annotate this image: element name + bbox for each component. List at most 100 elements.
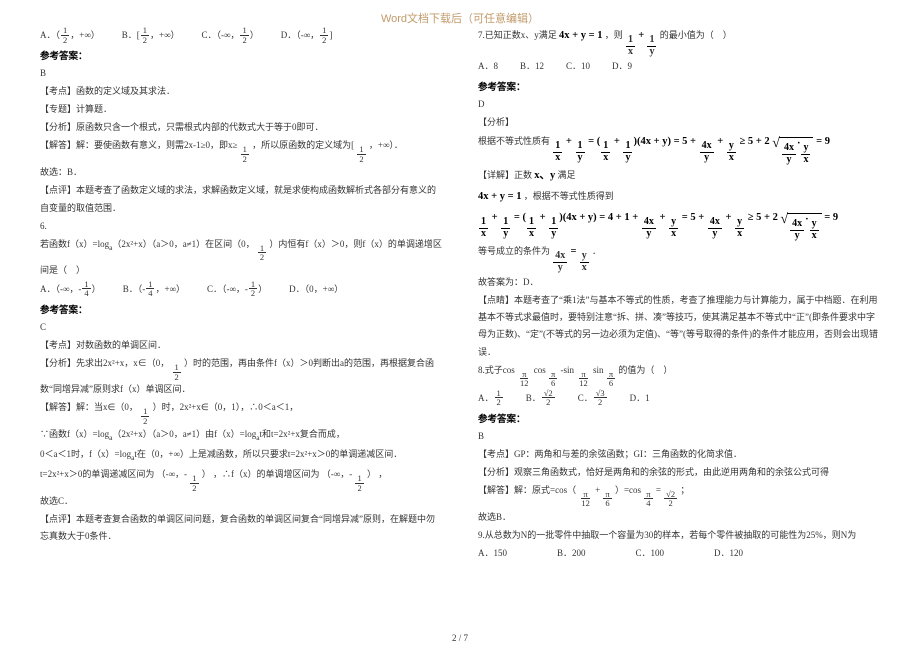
text: x、y	[534, 170, 555, 181]
q6-stem: 若函数f（x）=loga（2x²+x）（a＞0，a≠1）在区间（0， 12 ）内…	[40, 236, 442, 279]
fraction: √22	[542, 389, 555, 407]
q7-guxuan: 故答案为：D．	[478, 274, 880, 291]
fraction: yx	[580, 251, 589, 273]
text: 【解答】解：原式=cos（	[478, 485, 576, 495]
fraction: √32	[594, 389, 607, 407]
fraction: 12	[141, 407, 149, 425]
text: ）时，2x²+x∈（0，1），∴0＜a＜1，	[153, 402, 299, 412]
fraction: 12	[61, 26, 69, 44]
text: ）=cos	[615, 485, 641, 495]
fraction: π12	[579, 490, 592, 508]
q5-kaodian: 【考点】函数的定义域及其求法．	[40, 83, 442, 100]
fraction: π12	[518, 370, 531, 388]
text: 【解答】解：要使函数有意义，则需2x-1≥0，即x≥	[40, 140, 237, 150]
q7-equality-cond: 等号成立的条件为 4xy = yx ．	[478, 242, 880, 273]
fraction: 12	[258, 244, 266, 262]
q7-options: A．8 B．12 C．10 D．9	[478, 58, 880, 75]
fraction: 12	[249, 280, 257, 298]
q7-opt-c: C．10	[566, 58, 590, 75]
answer-label: 参考答案：	[478, 79, 880, 93]
text: C．（-∞，-	[207, 281, 248, 298]
text: 0＜a＜1时，f（x）=log	[40, 449, 131, 459]
q9-opt-b: B．200	[557, 545, 586, 562]
text: ]	[329, 27, 332, 44]
text: 若函数f（x）=log	[40, 239, 109, 249]
text: 【解答】解：当x∈（0，	[40, 402, 138, 412]
q7-fenxi-label: 【分析】	[478, 114, 880, 131]
fraction: π6	[549, 370, 557, 388]
q8-jieda: 【解答】解：原式=cos（ π12 + π6 ）=cos π4 = √22 ；	[478, 482, 880, 508]
text: （-∞，-	[322, 469, 352, 479]
left-column: A．（ 12 ，+∞） B．[ 12 ，+∞） C．（-∞， 12 ） D．（-…	[30, 26, 460, 564]
text: t在（0，+∞）上是减函数，所以只要求t=2x²+x＞0的单调递减区间．	[134, 449, 402, 459]
text: 【分析】先求出2x²+x，x∈（0，	[40, 358, 169, 368]
q6-dianping: 【点评】本题考查复合函数的单调区间问题，复合函数的单调区间复合“同增异减”原则，…	[40, 511, 442, 545]
text: 根据不等式性质有	[478, 136, 550, 146]
text: cos	[534, 365, 546, 375]
answer-label: 参考答案：	[40, 302, 442, 316]
q9-stem: 9.从总数为N的一批零件中抽取一个容量为30的样本，若每个零件被抽取的可能性为2…	[478, 527, 880, 544]
q6-jieda-3: 0＜a＜1时，f（x）=logat在（0，+∞）上是减函数，所以只要求t=2x²…	[40, 446, 442, 465]
text: 【详解】正数	[478, 170, 532, 180]
formula: 1x + 1y = (1x + 1y)(4x + y) = 4 + 1 + 4x…	[478, 212, 838, 223]
text: t和t=2x²+x复合而成，	[260, 429, 345, 439]
q6-opt-b: B．（- 14 ，+∞）	[123, 280, 185, 298]
q5-zhuanti: 【专题】计算题．	[40, 101, 442, 118]
q6-fenxi: 【分析】先求出2x²+x，x∈（0， 12 ）时的范围，再由条件f（x）＞0判断…	[40, 355, 442, 398]
q7-xiangjie: 【详解】正数 x、y 满足	[478, 166, 880, 186]
q5-jieda: 【解答】解：要使函数有意义，则需2x-1≥0，即x≥ 12 ，所以原函数的定义域…	[40, 137, 442, 163]
fraction: 12	[241, 145, 249, 163]
fraction: 14	[82, 280, 90, 298]
text: A．	[478, 390, 494, 407]
text: C．	[578, 390, 593, 407]
text: ，所以原函数的定义域为[	[252, 140, 354, 150]
q8-stem: 8.式子cos π12 cos π6 -sin π12 sin π6 的值为（ …	[478, 362, 880, 388]
q5-opt-c: C．（-∞， 12 ）	[202, 26, 259, 44]
fraction: 12	[190, 474, 198, 492]
q5-dianping: 【点评】本题考查了函数定义域的求法，求解函数定义域，就是求使构成函数解析式各部分…	[40, 182, 442, 216]
fraction: 12	[320, 26, 328, 44]
q6-answer: C	[40, 319, 442, 336]
q8-fenxi: 【分析】观察三角函数式，恰好是两角和的余弦的形式，由此逆用两角和的余弦公式可得	[478, 464, 880, 481]
text: 的值为（ ）	[618, 365, 672, 375]
q5-fenxi: 【分析】原函数只含一个根式，只需根式内部的代数式大于等于0即可．	[40, 119, 442, 136]
text: B．	[526, 390, 541, 407]
fraction: √22	[664, 490, 677, 508]
text: ）	[202, 469, 211, 479]
q8-guxuan: 故选B．	[478, 509, 880, 526]
fraction: 12	[357, 145, 365, 163]
q8-opt-c: C． √32	[578, 389, 608, 407]
q7-xiangjie-2: 4x + y = 1 ，根据不等式性质得到	[478, 187, 880, 207]
page-header: Word文档下载后（可任意编辑）	[0, 0, 920, 26]
text: ，+∞）．	[369, 140, 403, 150]
q7-dianjing: 【点睛】本题考查了“乘1法”与基本不等式的性质，考查了推理能力与计算能力，属于中…	[478, 292, 880, 360]
fraction: π6	[607, 370, 615, 388]
q7-opt-a: A．8	[478, 58, 498, 75]
q8-opt-b: B． √22	[526, 389, 556, 407]
text: =	[656, 485, 661, 495]
q7-stem: 7.已知正数x、y满足 4x + y = 1 ，则 1x + 1y 的最小值为（…	[478, 26, 880, 57]
text: A．（	[40, 27, 60, 44]
text: ）	[92, 281, 101, 298]
text: 等号成立的条件为	[478, 246, 550, 256]
q8-answer: B	[478, 428, 880, 445]
fraction: 12	[173, 363, 181, 381]
text: t=2x²+x＞0的单调递减区间为	[40, 469, 154, 479]
text: 8.式子cos	[478, 365, 515, 375]
text: （2x²+x）（a＞0，a≠1）在区间（0，	[112, 239, 254, 249]
q6-jieda-1: 【解答】解：当x∈（0， 12 ）时，2x²+x∈（0，1），∴0＜a＜1，	[40, 399, 442, 425]
text: ，根据不等式性质得到	[524, 191, 614, 201]
q9-opt-d: D．120	[714, 545, 743, 562]
q5-answer: B	[40, 65, 442, 82]
text: ．	[592, 246, 601, 256]
text: C．（-∞，	[202, 27, 240, 44]
text: 7.已知正数x、y满足	[478, 30, 557, 40]
fraction: 12	[141, 26, 149, 44]
equals: =	[571, 246, 577, 257]
q9-opt-c: C．100	[636, 545, 665, 562]
q5-guxuan: 故选：B．	[40, 164, 442, 181]
fraction: 12	[495, 389, 503, 407]
q6-options: A．（-∞，- 14 ） B．（- 14 ，+∞） C．（-∞，- 12 ） D…	[40, 280, 442, 298]
q5-opt-b: B．[ 12 ，+∞）	[122, 26, 180, 44]
formula: 4x + y = 1	[559, 30, 602, 41]
